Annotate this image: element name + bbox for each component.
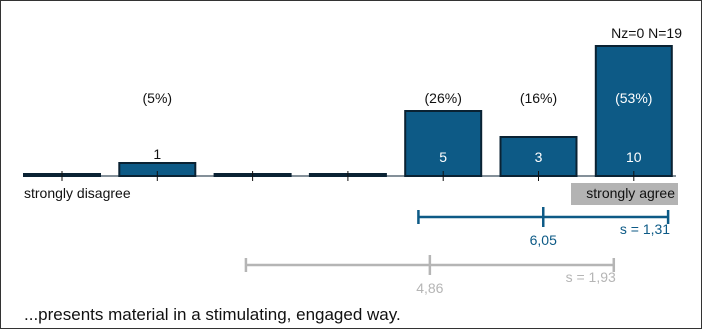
count-label-7: 10 <box>626 149 642 165</box>
question-text: ...presents material in a stimulating, e… <box>24 305 401 324</box>
bar-labels: (5%) 1 (26%) 5 (16%) 3 (53%) 10 <box>143 90 653 165</box>
bar-5 <box>404 110 483 177</box>
course-mean-label: 6,05 <box>530 232 557 248</box>
left-anchor-label: strongly disagree <box>24 185 131 201</box>
right-anchor-highlight <box>571 183 678 205</box>
percent-label-5: (26%) <box>425 90 462 106</box>
count-label-5: 5 <box>439 149 447 165</box>
comparison-sd-label: s = 1,93 <box>566 269 616 285</box>
percent-label-2: (5%) <box>143 90 173 106</box>
x-axis-ticks <box>61 171 635 181</box>
bars-layer <box>23 45 673 177</box>
percent-label-7: (53%) <box>615 90 652 106</box>
right-anchor-label: strongly agree <box>586 185 675 201</box>
percent-label-6: (16%) <box>520 90 557 106</box>
bar-7 <box>594 45 673 177</box>
sample-stats-label: Nz=0 N=19 <box>611 25 682 41</box>
count-label-2: 1 <box>153 146 161 162</box>
comparison-mean-sd-range <box>244 255 616 275</box>
course-mean-sd-range <box>417 207 670 227</box>
count-label-6: 3 <box>535 149 543 165</box>
course-sd-label: s = 1,31 <box>620 221 670 237</box>
comparison-mean-label: 4,86 <box>416 280 443 296</box>
